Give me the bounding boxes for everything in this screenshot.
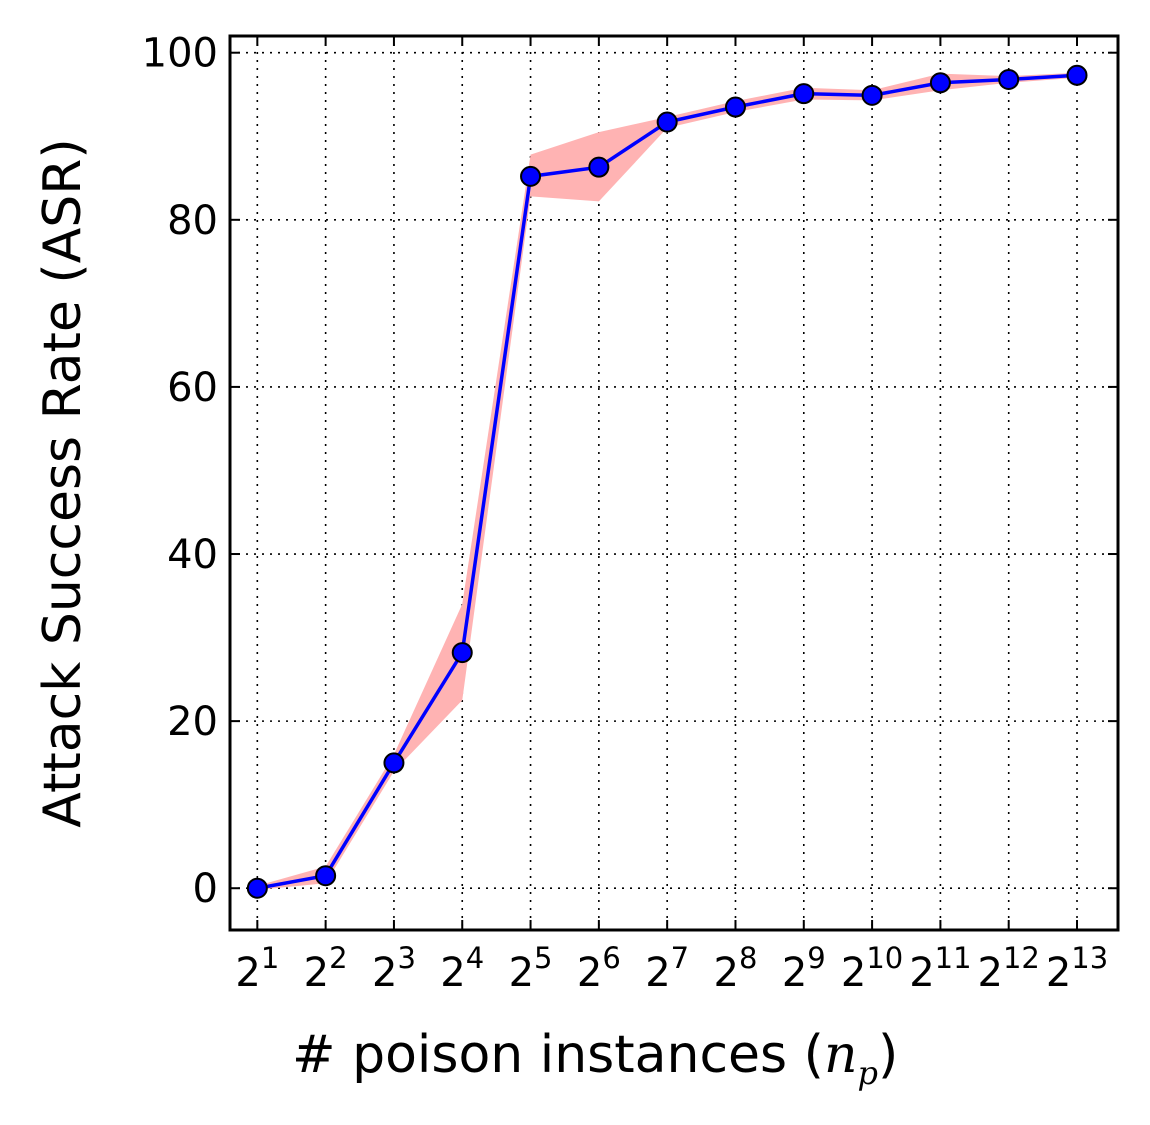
data-point	[451, 642, 473, 664]
x-tick-exponent: 4	[466, 941, 484, 975]
x-tick-exponent: 10	[866, 941, 903, 975]
data-point	[1066, 64, 1088, 86]
x-tick-label: 21	[235, 941, 279, 996]
x-tick-label: 27	[645, 941, 689, 996]
y-tick-labels: 0 20 40 60 80 100	[142, 31, 218, 913]
data-point	[315, 865, 337, 887]
x-tick-label: 25	[509, 941, 553, 996]
x-tick-exponent: 7	[671, 941, 689, 975]
plot-frame	[228, 34, 1120, 932]
y-tick-label: 60	[167, 365, 218, 411]
x-tick-label: 212	[978, 941, 1040, 996]
x-tick-label: 24	[440, 941, 484, 996]
x-tick-base: 2	[978, 950, 1003, 996]
x-tick-base: 2	[909, 950, 934, 996]
data-point	[724, 96, 746, 118]
data-point	[998, 68, 1020, 90]
x-axis-label-subscript: p	[857, 1054, 877, 1092]
x-tick-exponent: 8	[739, 941, 757, 975]
x-tick-exponent: 2	[329, 941, 347, 975]
confidence-band-area	[257, 72, 1078, 890]
data-point	[246, 877, 268, 899]
x-tick-label: 26	[577, 941, 621, 996]
y-tick-label: 0	[193, 866, 218, 912]
x-tick-label: 213	[1046, 941, 1108, 996]
x-tick-exponent: 1	[261, 941, 279, 975]
confidence-band	[257, 72, 1078, 890]
y-tick-label: 80	[167, 198, 218, 244]
x-tick-exponent: 3	[397, 941, 415, 975]
x-tick-base: 2	[577, 950, 602, 996]
x-tick-base: 2	[645, 950, 670, 996]
x-tick-exponent: 12	[1003, 941, 1040, 975]
x-tick-base: 2	[440, 950, 465, 996]
x-axis-label-close: )	[878, 1025, 898, 1085]
tick-marks	[230, 36, 1118, 930]
y-tick-label: 40	[167, 532, 218, 578]
data-point	[656, 111, 678, 133]
x-tick-exponent: 6	[602, 941, 620, 975]
x-tick-label: 29	[782, 941, 826, 996]
x-tick-label: 23	[372, 941, 416, 996]
y-axis-label: Attack Success Rate (ASR)	[33, 138, 93, 827]
x-tick-label: 210	[841, 941, 903, 996]
data-point	[588, 156, 610, 178]
x-axis-label-text: # poison instances (	[292, 1025, 824, 1085]
x-tick-label: 22	[304, 941, 348, 996]
data-point	[929, 72, 951, 94]
x-axis-label-symbol: n	[824, 1025, 858, 1085]
x-tick-exponent: 11	[935, 941, 972, 975]
x-tick-exponent: 9	[807, 941, 825, 975]
x-tick-base: 2	[372, 950, 397, 996]
data-point	[383, 752, 405, 774]
x-tick-base: 2	[1046, 950, 1071, 996]
x-tick-label: 28	[714, 941, 758, 996]
x-tick-base: 2	[235, 950, 260, 996]
grid-lines	[230, 36, 1118, 930]
x-tick-labels: 21 22 23 24 25 26 27 28 29 210 211 212 213	[235, 941, 1108, 996]
x-tick-exponent: 13	[1071, 941, 1108, 975]
series-markers	[246, 64, 1088, 899]
data-point	[861, 84, 883, 106]
x-tick-base: 2	[304, 950, 329, 996]
x-tick-label: 211	[909, 941, 971, 996]
x-tick-base: 2	[509, 950, 534, 996]
x-tick-exponent: 5	[534, 941, 552, 975]
y-tick-label: 20	[167, 699, 218, 745]
data-point	[793, 83, 815, 105]
x-tick-base: 2	[841, 950, 866, 996]
data-point	[520, 165, 542, 187]
x-tick-base: 2	[782, 950, 807, 996]
y-tick-label: 100	[142, 31, 218, 77]
x-axis-label: # poison instances (np)	[292, 1025, 898, 1092]
x-tick-base: 2	[714, 950, 739, 996]
